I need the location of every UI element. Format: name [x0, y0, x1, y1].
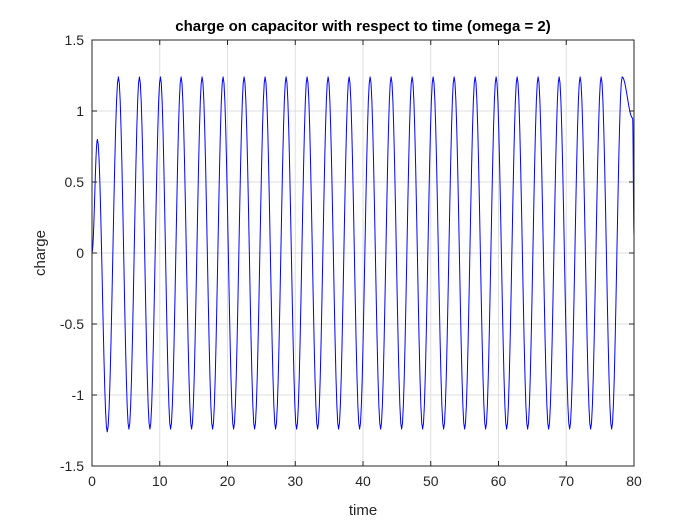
- series-line: [91, 76, 635, 433]
- x-tick-label: 40: [355, 473, 371, 489]
- y-tick-label: -1: [72, 387, 85, 403]
- y-tick-label: -0.5: [60, 316, 84, 332]
- y-tick-label: 0: [76, 245, 84, 261]
- x-tick-label: 20: [220, 473, 236, 489]
- x-tick-label: 80: [626, 473, 642, 489]
- x-tick-label: 30: [287, 473, 303, 489]
- x-tick-label: 50: [423, 473, 439, 489]
- chart-title: charge on capacitor with respect to time…: [175, 18, 551, 35]
- tick-layer: 0 10 20 30 40 50 60 70 80 -1.5 -1 -0.5 0 0.5 1 1.5: [60, 32, 642, 489]
- y-tick-label: -1.5: [60, 458, 84, 474]
- x-tick-label: 70: [558, 473, 574, 489]
- y-tick-label: 0.5: [65, 174, 85, 190]
- y-axis-label: charge: [32, 230, 49, 276]
- x-tick-label: 0: [88, 473, 96, 489]
- y-tick-label: 1.5: [65, 32, 85, 48]
- x-axis-label: time: [349, 502, 377, 519]
- y-tick-label: 1: [76, 103, 84, 119]
- x-tick-label: 60: [491, 473, 507, 489]
- x-tick-label: 10: [152, 473, 168, 489]
- series-layer: [91, 76, 635, 433]
